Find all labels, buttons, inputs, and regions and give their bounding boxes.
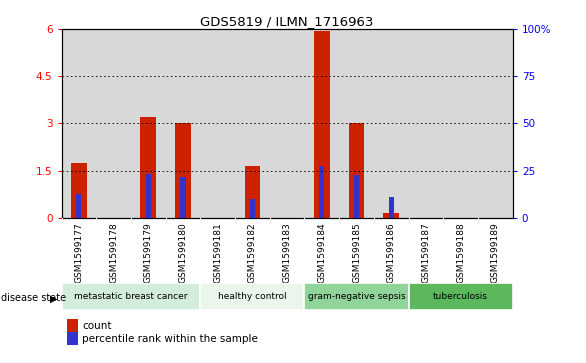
Text: ▶: ▶ (50, 293, 57, 303)
Bar (166, 29, 200, 218)
Bar (349, 123, 364, 218)
Bar (478, 29, 513, 218)
Bar (319, 166, 325, 218)
Bar (62, 29, 96, 218)
Text: GSM1599185: GSM1599185 (352, 222, 361, 283)
Bar (62, 283, 200, 310)
Text: count: count (82, 321, 111, 331)
Bar (408, 29, 444, 218)
Text: GSM1599180: GSM1599180 (179, 222, 188, 283)
Bar (444, 29, 478, 218)
Bar (305, 283, 408, 310)
Bar (141, 117, 156, 218)
Bar (146, 174, 151, 218)
Text: tuberculosis: tuberculosis (433, 292, 488, 301)
Bar (408, 283, 513, 310)
Bar (131, 29, 166, 218)
Bar (200, 29, 235, 218)
Text: percentile rank within the sample: percentile rank within the sample (82, 334, 258, 344)
Bar (175, 123, 191, 218)
Bar (305, 29, 339, 218)
Title: GDS5819 / ILMN_1716963: GDS5819 / ILMN_1716963 (200, 15, 374, 28)
Text: GSM1599184: GSM1599184 (318, 222, 326, 283)
Bar (200, 283, 305, 310)
Text: GSM1599181: GSM1599181 (213, 222, 222, 283)
Text: GSM1599178: GSM1599178 (109, 222, 118, 283)
Bar (76, 194, 81, 218)
Bar (374, 29, 408, 218)
Text: GSM1599182: GSM1599182 (248, 222, 257, 283)
Text: GSM1599183: GSM1599183 (282, 222, 292, 283)
Bar (235, 29, 270, 218)
Bar (354, 175, 359, 218)
Text: GSM1599179: GSM1599179 (144, 222, 153, 283)
Bar (270, 29, 305, 218)
Bar (71, 163, 87, 218)
Bar (314, 30, 330, 218)
Bar (389, 197, 394, 218)
Bar (244, 166, 260, 218)
Text: GSM1599177: GSM1599177 (74, 222, 83, 283)
Text: GSM1599187: GSM1599187 (421, 222, 431, 283)
Text: gram-negative sepsis: gram-negative sepsis (308, 292, 406, 301)
Bar (250, 199, 255, 218)
Text: GSM1599189: GSM1599189 (491, 222, 500, 283)
Text: GSM1599186: GSM1599186 (387, 222, 396, 283)
Text: healthy control: healthy control (218, 292, 287, 301)
Bar (180, 177, 186, 218)
Bar (96, 29, 131, 218)
Text: metastatic breast cancer: metastatic breast cancer (74, 292, 188, 301)
Text: disease state: disease state (1, 293, 66, 303)
Bar (383, 213, 399, 218)
Bar (339, 29, 374, 218)
Text: GSM1599188: GSM1599188 (456, 222, 465, 283)
